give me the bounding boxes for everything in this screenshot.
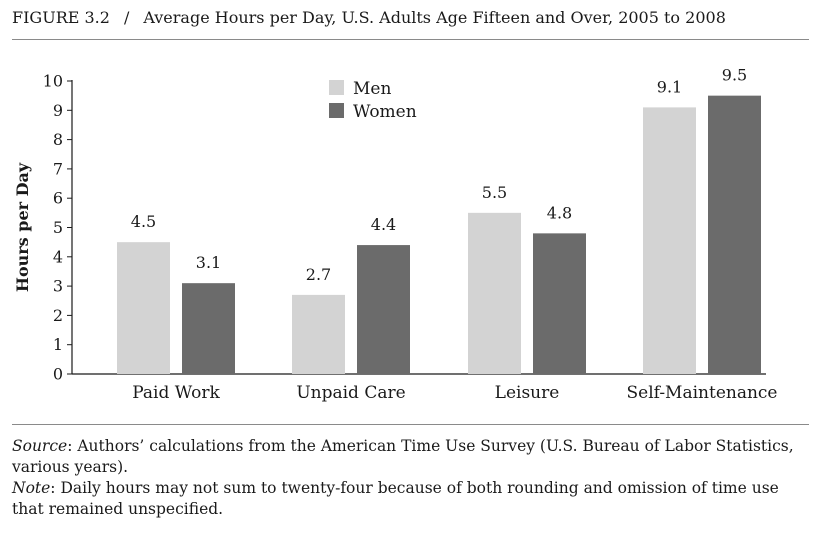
figure-title: Average Hours per Day, U.S. Adults Age F… [143, 8, 726, 27]
figure-header: FIGURE 3.2 / Average Hours per Day, U.S. A… [12, 8, 812, 27]
note-text: : Daily hours may not sum to twenty-four… [12, 479, 779, 518]
y-tick-label: 7 [53, 159, 63, 178]
bar-value-label: 4.8 [547, 203, 572, 222]
x-category-label: Self-Maintenance [626, 383, 777, 403]
x-category-label: Paid Work [132, 383, 220, 403]
header-rule [12, 39, 809, 40]
bar-men [643, 107, 696, 375]
note-line: Note: Daily hours may not sum to twenty-… [12, 478, 812, 520]
legend-swatch-men [329, 80, 344, 95]
y-tick-label: 10 [43, 72, 63, 91]
figure-notes: Source: Authors’ calculations from the A… [12, 436, 812, 520]
bar-men [468, 212, 521, 374]
source-note: Source: Authors’ calculations from the A… [12, 436, 812, 478]
note-label: Note [12, 479, 51, 497]
bar-women [357, 245, 410, 374]
bar-women [708, 95, 761, 375]
y-tick-label: 3 [53, 277, 63, 296]
y-tick-label: 4 [53, 247, 63, 266]
bar-men [117, 242, 170, 374]
bar-value-label: 3.1 [196, 253, 221, 272]
bar-value-label: 4.4 [371, 215, 396, 234]
legend-label-women: Women [353, 102, 417, 122]
title-separator: / [123, 8, 130, 27]
bar-value-label: 9.5 [722, 66, 747, 85]
source-text: : Authors’ calculations from the America… [12, 437, 794, 476]
bar-value-label: 5.5 [482, 183, 507, 202]
y-tick-label: 1 [53, 335, 63, 354]
bar-women [182, 283, 235, 374]
figure-label: FIGURE 3.2 [12, 8, 110, 27]
bar-value-label: 2.7 [306, 265, 331, 284]
y-tick-label: 2 [53, 306, 63, 325]
chart-bars: 4.5 2.7 5.5 9.1 3.1 4.4 4.8 9.5 [117, 66, 761, 375]
bar-value-label: 4.5 [131, 212, 156, 231]
x-category-label: Unpaid Care [296, 383, 405, 403]
bar-men [292, 294, 345, 374]
x-category-label: Leisure [495, 383, 560, 403]
y-tick-label: 0 [53, 365, 63, 384]
y-axis-title: Hours per Day [13, 162, 32, 292]
legend-label-men: Men [353, 79, 391, 99]
legend-swatch-women [329, 103, 344, 118]
chart-legend: Men Women [329, 79, 417, 122]
footer-rule [12, 424, 809, 425]
y-tick-label: 8 [53, 130, 63, 149]
y-tick-label: 6 [53, 189, 63, 208]
bar-women [533, 233, 586, 374]
y-tick-label: 5 [53, 218, 63, 237]
source-label: Source [12, 437, 68, 455]
y-tick-label: 9 [53, 101, 63, 120]
bar-value-label: 9.1 [657, 77, 682, 96]
